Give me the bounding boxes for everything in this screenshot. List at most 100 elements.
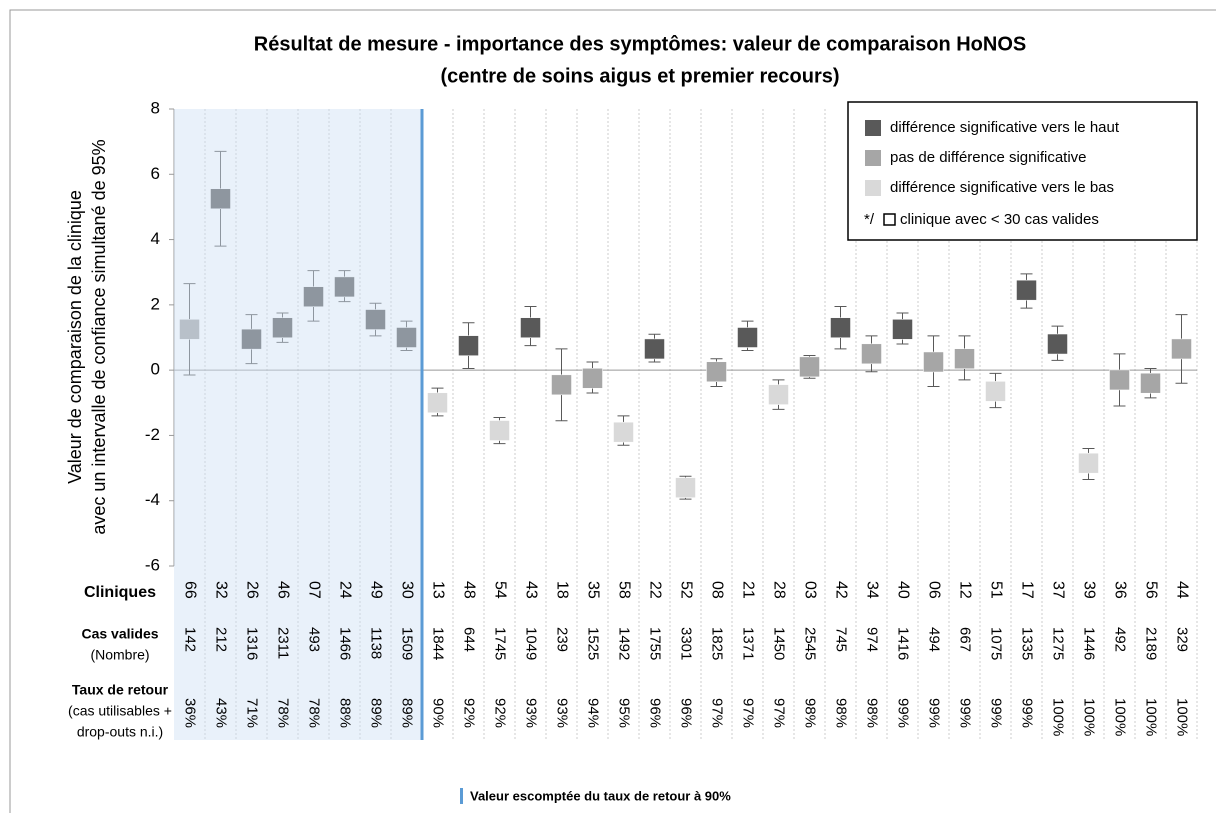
- point-marker: [985, 381, 1006, 402]
- case-count: 212: [213, 627, 230, 652]
- frame: [9, 9, 1216, 813]
- return-rate: 98%: [802, 698, 819, 728]
- point-marker: [706, 361, 727, 383]
- case-count: 667: [957, 627, 974, 652]
- case-count: 493: [306, 627, 323, 652]
- case-count: 745: [833, 627, 850, 652]
- return-rate: 100%: [1112, 698, 1129, 736]
- return-rate: 99%: [895, 698, 912, 728]
- chart-title: (centre de soins aigus et premier recour…: [440, 65, 839, 87]
- case-count: 1844: [430, 627, 447, 660]
- case-count: 2545: [802, 627, 819, 660]
- case-count: 1755: [647, 627, 664, 660]
- clinic-label: 37: [1049, 581, 1066, 599]
- clinic-label: 66: [181, 581, 198, 599]
- clinic-label: 35: [584, 581, 601, 599]
- case-count: 644: [461, 627, 478, 652]
- point-marker: [272, 317, 293, 338]
- legend-note: */: [864, 211, 875, 228]
- y-axis-title: Valeur de comparaison de la clinique: [65, 190, 85, 484]
- point-marker: [520, 317, 541, 338]
- case-count: 1509: [399, 627, 416, 660]
- return-rate: 92%: [461, 698, 478, 728]
- return-rate: 93%: [554, 698, 571, 728]
- return-rate: 100%: [1174, 698, 1191, 736]
- row-label: (Nombre): [90, 647, 149, 663]
- clinic-label: 07: [305, 581, 322, 599]
- case-count: 1466: [337, 627, 354, 660]
- y-tick-label: 6: [151, 164, 160, 183]
- return-rate: 99%: [926, 698, 943, 728]
- footnote-marker: [460, 788, 463, 804]
- clinic-label: 43: [522, 581, 539, 599]
- clinic-label: 24: [336, 581, 353, 599]
- return-rate: 98%: [833, 698, 850, 728]
- clinic-label: 32: [212, 581, 229, 599]
- case-count: 1049: [523, 627, 540, 660]
- case-count: 1275: [1050, 627, 1067, 660]
- case-count: 3301: [678, 627, 695, 660]
- return-rate: 100%: [1050, 698, 1067, 736]
- case-count: 1371: [740, 627, 757, 660]
- point-marker: [396, 327, 417, 348]
- row-label: (cas utilisables +: [68, 703, 172, 719]
- point-marker: [241, 328, 262, 350]
- clinic-label: 44: [1173, 581, 1190, 599]
- return-rate: 97%: [740, 698, 757, 728]
- clinic-label: 49: [367, 581, 384, 599]
- row-label: Cas valides: [81, 626, 158, 642]
- return-rate: 98%: [864, 698, 881, 728]
- clinic-label: 17: [1018, 581, 1035, 599]
- return-rate: 90%: [430, 698, 447, 728]
- clinic-label: 30: [398, 581, 415, 599]
- clinic-label: 42: [832, 581, 849, 599]
- case-count: 1450: [771, 627, 788, 660]
- clinic-label: 18: [553, 581, 570, 599]
- return-rate: 92%: [492, 698, 509, 728]
- clinic-label: 54: [491, 581, 508, 599]
- legend-box: [847, 101, 1198, 241]
- return-rate: 100%: [1143, 698, 1160, 736]
- point-marker: [644, 338, 665, 360]
- point-marker: [303, 286, 324, 307]
- y-tick-label: 4: [151, 229, 160, 248]
- case-count: 974: [864, 627, 881, 652]
- legend-swatch: [865, 180, 881, 196]
- clinic-label: 12: [956, 581, 973, 599]
- return-rate: 89%: [399, 698, 416, 728]
- case-count: 1446: [1081, 627, 1098, 660]
- case-count: 1492: [616, 627, 633, 660]
- return-rate: 97%: [771, 698, 788, 728]
- point-marker: [582, 368, 603, 389]
- case-count: 1525: [585, 627, 602, 660]
- footnote: Valeur escomptée du taux de retour à 90%: [470, 788, 731, 803]
- return-rate: 36%: [182, 698, 199, 728]
- return-rate: 96%: [678, 698, 695, 728]
- point-marker: [365, 309, 386, 330]
- points: [179, 150, 1192, 500]
- clinic-label: 28: [770, 581, 787, 599]
- clinic-label: 52: [677, 581, 694, 599]
- point-marker: [489, 420, 510, 441]
- clinic-label: 08: [708, 581, 725, 599]
- point-marker: [923, 351, 944, 373]
- point-marker: [179, 319, 200, 340]
- legend: différence significative vers le haut pas…: [847, 101, 1198, 241]
- y-tick-label: -6: [145, 555, 160, 574]
- y-axis-title: avec un intervalle de confiance simultan…: [89, 139, 109, 534]
- point-marker: [1016, 279, 1037, 301]
- point-marker: [1140, 372, 1161, 394]
- legend-swatch: [865, 120, 881, 136]
- return-rate: 88%: [337, 698, 354, 728]
- row-label: Taux de retour: [72, 682, 169, 698]
- return-rate: 94%: [585, 698, 602, 728]
- return-rate: 97%: [709, 698, 726, 728]
- case-count: 2189: [1143, 627, 1160, 660]
- return-rate: 99%: [1019, 698, 1036, 728]
- return-rate: 100%: [1081, 698, 1098, 736]
- point-marker: [334, 276, 355, 298]
- clinic-label: 40: [894, 581, 911, 599]
- y-tick-label: -4: [145, 490, 160, 509]
- point-marker: [830, 317, 851, 338]
